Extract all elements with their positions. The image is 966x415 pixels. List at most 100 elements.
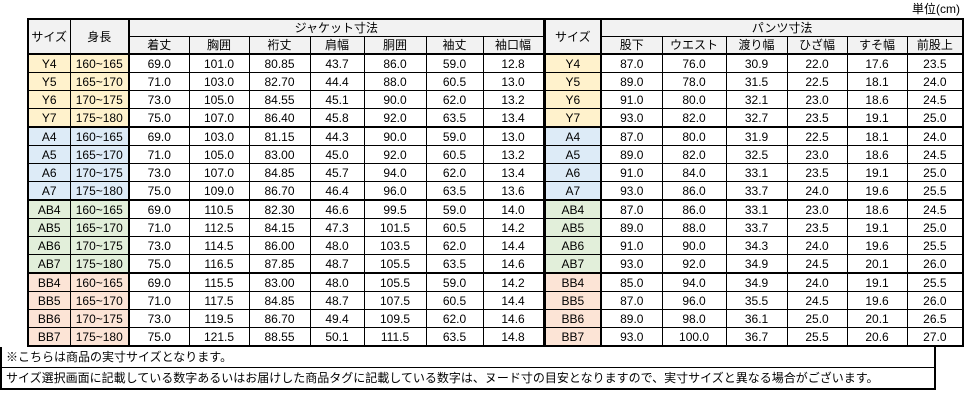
jacket-value-cell: 71.0 xyxy=(128,145,190,164)
jacket-column-header: 裄丈 xyxy=(248,36,311,55)
jacket-value-cell: 62.0 xyxy=(425,90,484,109)
jacket-value-cell: 50.1 xyxy=(309,327,365,347)
jacket-value-cell: 14.8 xyxy=(482,327,546,347)
size-cell: AB5 xyxy=(27,218,71,237)
jacket-value-cell: 63.5 xyxy=(425,108,484,128)
height-cell: 165~170 xyxy=(69,291,130,310)
jacket-value-cell: 14.2 xyxy=(482,218,546,237)
height-cell: 165~170 xyxy=(69,218,130,237)
column-header-row: 着丈 胸囲 裄丈 肩幅 胴囲 袖丈 袖口幅 股下 ウエスト 渡り幅 ひざ幅 すそ幅 前股上 xyxy=(28,36,964,55)
jacket-value-cell: 12.8 xyxy=(482,53,546,73)
jacket-value-cell: 90.0 xyxy=(363,90,427,109)
pants-value-cell: 93.0 xyxy=(600,254,663,274)
jacket-value-cell: 62.0 xyxy=(425,163,484,182)
jacket-value-cell: 69.0 xyxy=(128,53,190,73)
pants-value-cell: 33.7 xyxy=(725,181,788,201)
size-cell: BB6 xyxy=(543,309,603,328)
jacket-value-cell: 49.4 xyxy=(309,309,365,328)
size-cell: BB7 xyxy=(27,327,71,347)
pants-value-cell: 19.6 xyxy=(846,291,908,310)
table-row: Y7 175~180 75.0 107.0 86.40 45.8 92.0 63.5 13.4 Y… xyxy=(27,108,964,128)
jacket-value-cell: 99.5 xyxy=(363,199,427,219)
jacket-value-cell: 62.0 xyxy=(425,309,484,328)
pants-value-cell: 89.0 xyxy=(600,145,663,164)
pants-value-cell: 20.1 xyxy=(846,254,908,274)
jacket-column-header: 着丈 xyxy=(128,36,190,55)
pants-value-cell: 93.0 xyxy=(600,327,663,347)
jacket-value-cell: 101.5 xyxy=(363,218,427,237)
pants-value-cell: 34.9 xyxy=(725,254,788,274)
pants-value-cell: 91.0 xyxy=(600,163,663,182)
jacket-value-cell: 73.0 xyxy=(128,236,190,255)
pants-value-cell: 35.5 xyxy=(725,291,788,310)
pants-value-cell: 24.5 xyxy=(906,145,964,164)
pants-value-cell: 89.0 xyxy=(600,72,663,91)
table-row: AB5 165~170 71.0 112.5 84.15 47.3 101.5 60.5 14.… xyxy=(27,218,964,237)
pants-value-cell: 18.1 xyxy=(846,126,908,146)
jacket-value-cell: 14.6 xyxy=(482,309,546,328)
jacket-value-cell: 117.5 xyxy=(188,291,250,310)
header-size-right: サイズ xyxy=(543,18,603,55)
jacket-value-cell: 46.4 xyxy=(309,181,365,201)
pants-value-cell: 89.0 xyxy=(600,309,663,328)
jacket-value-cell: 92.0 xyxy=(363,108,427,128)
jacket-value-cell: 92.0 xyxy=(363,145,427,164)
pants-value-cell: 91.0 xyxy=(600,236,663,255)
height-cell: 160~165 xyxy=(69,53,130,73)
pants-value-cell: 82.0 xyxy=(661,145,727,164)
pants-value-cell: 19.1 xyxy=(846,272,908,292)
pants-column-header: ひざ幅 xyxy=(786,36,848,55)
height-cell: 170~175 xyxy=(69,90,130,109)
table-row: BB4 160~165 69.0 115.5 83.00 48.0 105.5 59.0 14.… xyxy=(27,272,964,292)
jacket-value-cell: 59.0 xyxy=(425,199,484,219)
jacket-value-cell: 87.85 xyxy=(248,254,311,274)
pants-value-cell: 24.5 xyxy=(786,291,848,310)
height-cell: 170~175 xyxy=(69,163,130,182)
size-table-wrap: サイズ 身長 ジャケット寸法 サイズ パンツ寸法 着丈 胸囲 裄丈 肩幅 胴囲 袖丈 袖口幅… xyxy=(27,18,965,347)
jacket-value-cell: 75.0 xyxy=(128,181,190,201)
jacket-value-cell: 14.2 xyxy=(482,272,546,292)
jacket-value-cell: 71.0 xyxy=(128,218,190,237)
jacket-value-cell: 86.40 xyxy=(248,108,311,128)
height-cell: 160~165 xyxy=(69,199,130,219)
pants-value-cell: 18.6 xyxy=(846,199,908,219)
jacket-value-cell: 80.85 xyxy=(248,53,311,73)
jacket-value-cell: 44.4 xyxy=(309,72,365,91)
note-actual-size: ※こちらは商品の実寸サイズとなります。 xyxy=(6,350,233,364)
pants-value-cell: 26.5 xyxy=(906,309,964,328)
table-row: AB4 160~165 69.0 110.5 82.30 46.6 99.5 59.0 14.0… xyxy=(27,199,964,219)
size-cell: Y7 xyxy=(543,108,603,128)
jacket-value-cell: 60.5 xyxy=(425,291,484,310)
size-cell: Y4 xyxy=(543,53,603,73)
height-cell: 165~170 xyxy=(69,145,130,164)
pants-value-cell: 94.0 xyxy=(661,272,727,292)
pants-value-cell: 19.1 xyxy=(846,163,908,182)
jacket-value-cell: 101.0 xyxy=(188,53,250,73)
jacket-value-cell: 48.7 xyxy=(309,291,365,310)
jacket-value-cell: 47.3 xyxy=(309,218,365,237)
table-row: AB7 175~180 75.0 116.5 87.85 48.7 105.5 63.5 14.… xyxy=(27,254,964,274)
height-cell: 175~180 xyxy=(69,254,130,274)
size-cell: Y6 xyxy=(543,90,603,109)
jacket-value-cell: 13.2 xyxy=(482,90,546,109)
pants-value-cell: 36.1 xyxy=(725,309,788,328)
jacket-value-cell: 60.5 xyxy=(425,145,484,164)
size-table: サイズ 身長 ジャケット寸法 サイズ パンツ寸法 着丈 胸囲 裄丈 肩幅 胴囲 袖丈 袖口幅… xyxy=(27,18,965,347)
jacket-value-cell: 59.0 xyxy=(425,126,484,146)
pants-value-cell: 23.5 xyxy=(786,108,848,128)
table-body: Y4 160~165 69.0 101.0 80.85 43.7 86.0 59.0 12.8 Y… xyxy=(27,53,964,347)
jacket-value-cell: 94.0 xyxy=(363,163,427,182)
pants-value-cell: 18.1 xyxy=(846,72,908,91)
size-cell: Y5 xyxy=(27,72,71,91)
jacket-value-cell: 45.0 xyxy=(309,145,365,164)
size-cell: A7 xyxy=(543,181,603,201)
pants-value-cell: 20.1 xyxy=(846,309,908,328)
pants-value-cell: 78.0 xyxy=(661,72,727,91)
jacket-value-cell: 103.5 xyxy=(363,236,427,255)
size-cell: A4 xyxy=(27,126,71,146)
jacket-value-cell: 13.6 xyxy=(482,181,546,201)
pants-value-cell: 96.0 xyxy=(661,291,727,310)
jacket-value-cell: 13.4 xyxy=(482,163,546,182)
jacket-value-cell: 86.00 xyxy=(248,236,311,255)
